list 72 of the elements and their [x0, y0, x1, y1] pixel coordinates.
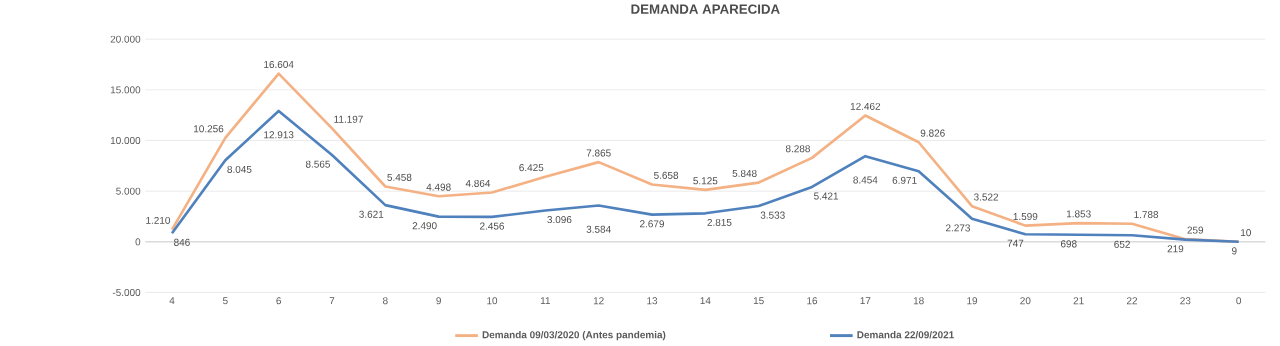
data-label: 747 — [1007, 240, 1024, 247]
data-label: 8.565 — [305, 160, 330, 168]
x-tick-label: 16 — [807, 297, 818, 305]
legend-label: Demanda 22/09/2021 — [857, 331, 954, 339]
x-tick-label: 10 — [487, 297, 498, 305]
x-tick-label: 22 — [1126, 297, 1138, 305]
data-label: 2.456 — [480, 222, 505, 230]
data-label: 8.454 — [853, 176, 878, 184]
y-tick-label: 20.000 — [110, 35, 141, 43]
data-label: 2.273 — [945, 224, 970, 232]
data-label: 6.425 — [519, 164, 544, 172]
y-tick-label: 15.000 — [110, 86, 141, 94]
data-label: 652 — [1114, 241, 1130, 249]
data-label: 3.522 — [973, 193, 999, 201]
legend-label: Demanda 09/03/2020 (Antes pandemia) — [482, 331, 666, 341]
data-label: 698 — [1060, 240, 1077, 248]
data-label: 3.584 — [586, 226, 611, 234]
data-label: 8.045 — [227, 166, 252, 174]
x-tick-label: 14 — [700, 297, 711, 305]
data-label: 2.815 — [707, 219, 732, 227]
data-label: 1.210 — [146, 217, 171, 225]
chart-title: DEMANDA APARECIDA — [631, 4, 780, 15]
data-label: 5.658 — [654, 172, 679, 180]
data-label: 12.913 — [264, 131, 294, 139]
data-label: 1.788 — [1134, 211, 1159, 219]
data-label: 11.197 — [334, 115, 363, 124]
x-tick-label: 9 — [436, 297, 441, 305]
data-label: 9.826 — [920, 129, 945, 137]
x-tick-label: 20 — [1020, 297, 1031, 305]
x-tick-label: 13 — [647, 297, 658, 305]
data-label: 8.288 — [785, 145, 810, 153]
data-label: 6.971 — [892, 177, 917, 185]
y-tick-label: -5.000 — [112, 289, 141, 297]
data-label: 9 — [1232, 247, 1237, 255]
x-tick-label: 15 — [753, 297, 764, 305]
x-tick-label: 4 — [169, 297, 175, 305]
data-label: 3.621 — [359, 210, 384, 219]
data-label: 10 — [1241, 229, 1251, 237]
data-label: 259 — [1187, 226, 1204, 234]
data-label: 1.853 — [1066, 210, 1091, 218]
data-label: 5.848 — [732, 170, 757, 178]
data-label: 16.604 — [264, 61, 294, 69]
data-label: 5.125 — [693, 177, 718, 185]
x-tick-label: 11 — [540, 297, 551, 305]
data-label: 1.599 — [1013, 213, 1038, 221]
x-tick-label: 0 — [1236, 297, 1242, 305]
data-label: 5.421 — [814, 192, 839, 200]
x-tick-label: 21 — [1073, 297, 1084, 305]
x-tick-label: 7 — [329, 297, 335, 305]
y-tick-label: 10.000 — [110, 137, 141, 145]
y-tick-label: 5.000 — [116, 187, 141, 195]
data-label: 2.490 — [412, 222, 437, 230]
x-tick-label: 23 — [1180, 297, 1191, 305]
x-tick-label: 12 — [593, 297, 604, 305]
x-tick-label: 6 — [276, 297, 281, 305]
x-tick-label: 17 — [860, 297, 871, 305]
x-tick-label: 8 — [383, 297, 388, 305]
data-label: 3.096 — [547, 216, 572, 224]
x-tick-label: 18 — [913, 297, 924, 305]
x-tick-label: 19 — [967, 297, 978, 305]
y-tick-label: 0 — [135, 238, 141, 246]
data-label: 10.256 — [194, 125, 224, 133]
data-label: 3.533 — [760, 211, 785, 219]
data-label: 12.462 — [850, 103, 881, 111]
data-label: 4.864 — [465, 180, 491, 188]
data-label: 846 — [174, 239, 190, 247]
data-label: 5.458 — [387, 174, 412, 182]
data-label: 7.865 — [586, 149, 611, 157]
data-label: 2.679 — [640, 220, 664, 228]
data-label: 219 — [1167, 245, 1184, 253]
x-tick-label: 5 — [222, 297, 228, 305]
data-label: 4.498 — [426, 183, 451, 191]
